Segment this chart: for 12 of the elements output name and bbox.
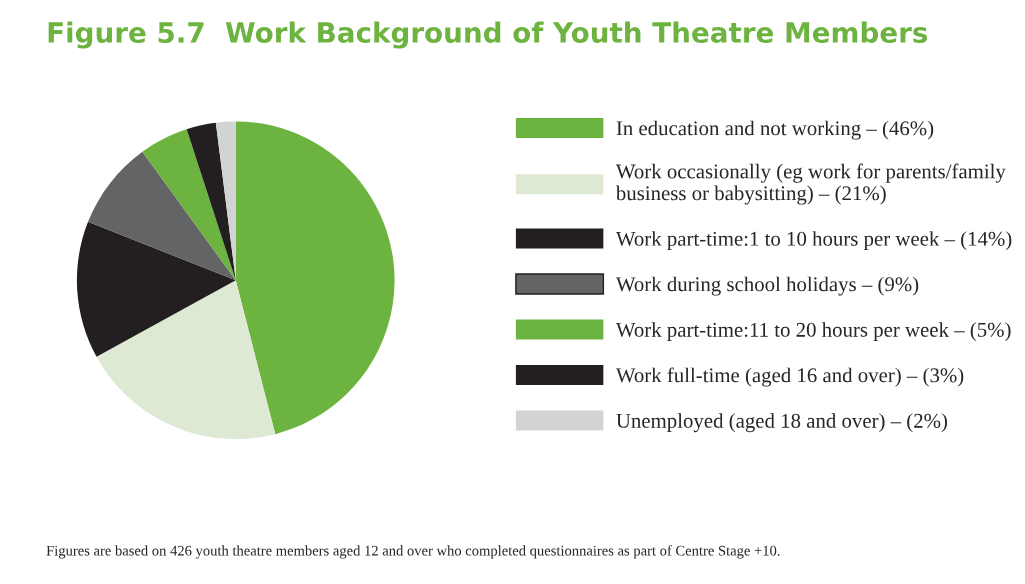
legend-label: In education and not working – (46%): [616, 120, 934, 140]
legend-label: Work full-time (aged 16 and over) – (3%): [615, 367, 964, 387]
legend-label: Work occasionally (eg work for parents/family business or babysitting) – (21%): [615, 163, 1006, 205]
text: Figures are based on 426 youth theatre members aged 12 and over who completed questionnaires as part of Centre Stage +10.: [46, 545, 780, 559]
legend-label: Unemployed (aged 18 and over) – (2%): [616, 413, 948, 433]
legend-label: Work part-time:1 to 10 hours per week – (14%): [615, 231, 1012, 251]
legend-label: Work during school holidays – (9%): [615, 276, 919, 296]
pie-slice: [96, 280, 276, 440]
pie-slice: [88, 151, 236, 281]
pie-slice: [215, 121, 236, 281]
legend-label: Work part-time:11 to 20 hours per week – (5%): [615, 322, 1011, 342]
chart-title: Figure 5.7 Work Background of Youth Theatre Members: [48, 21, 928, 49]
